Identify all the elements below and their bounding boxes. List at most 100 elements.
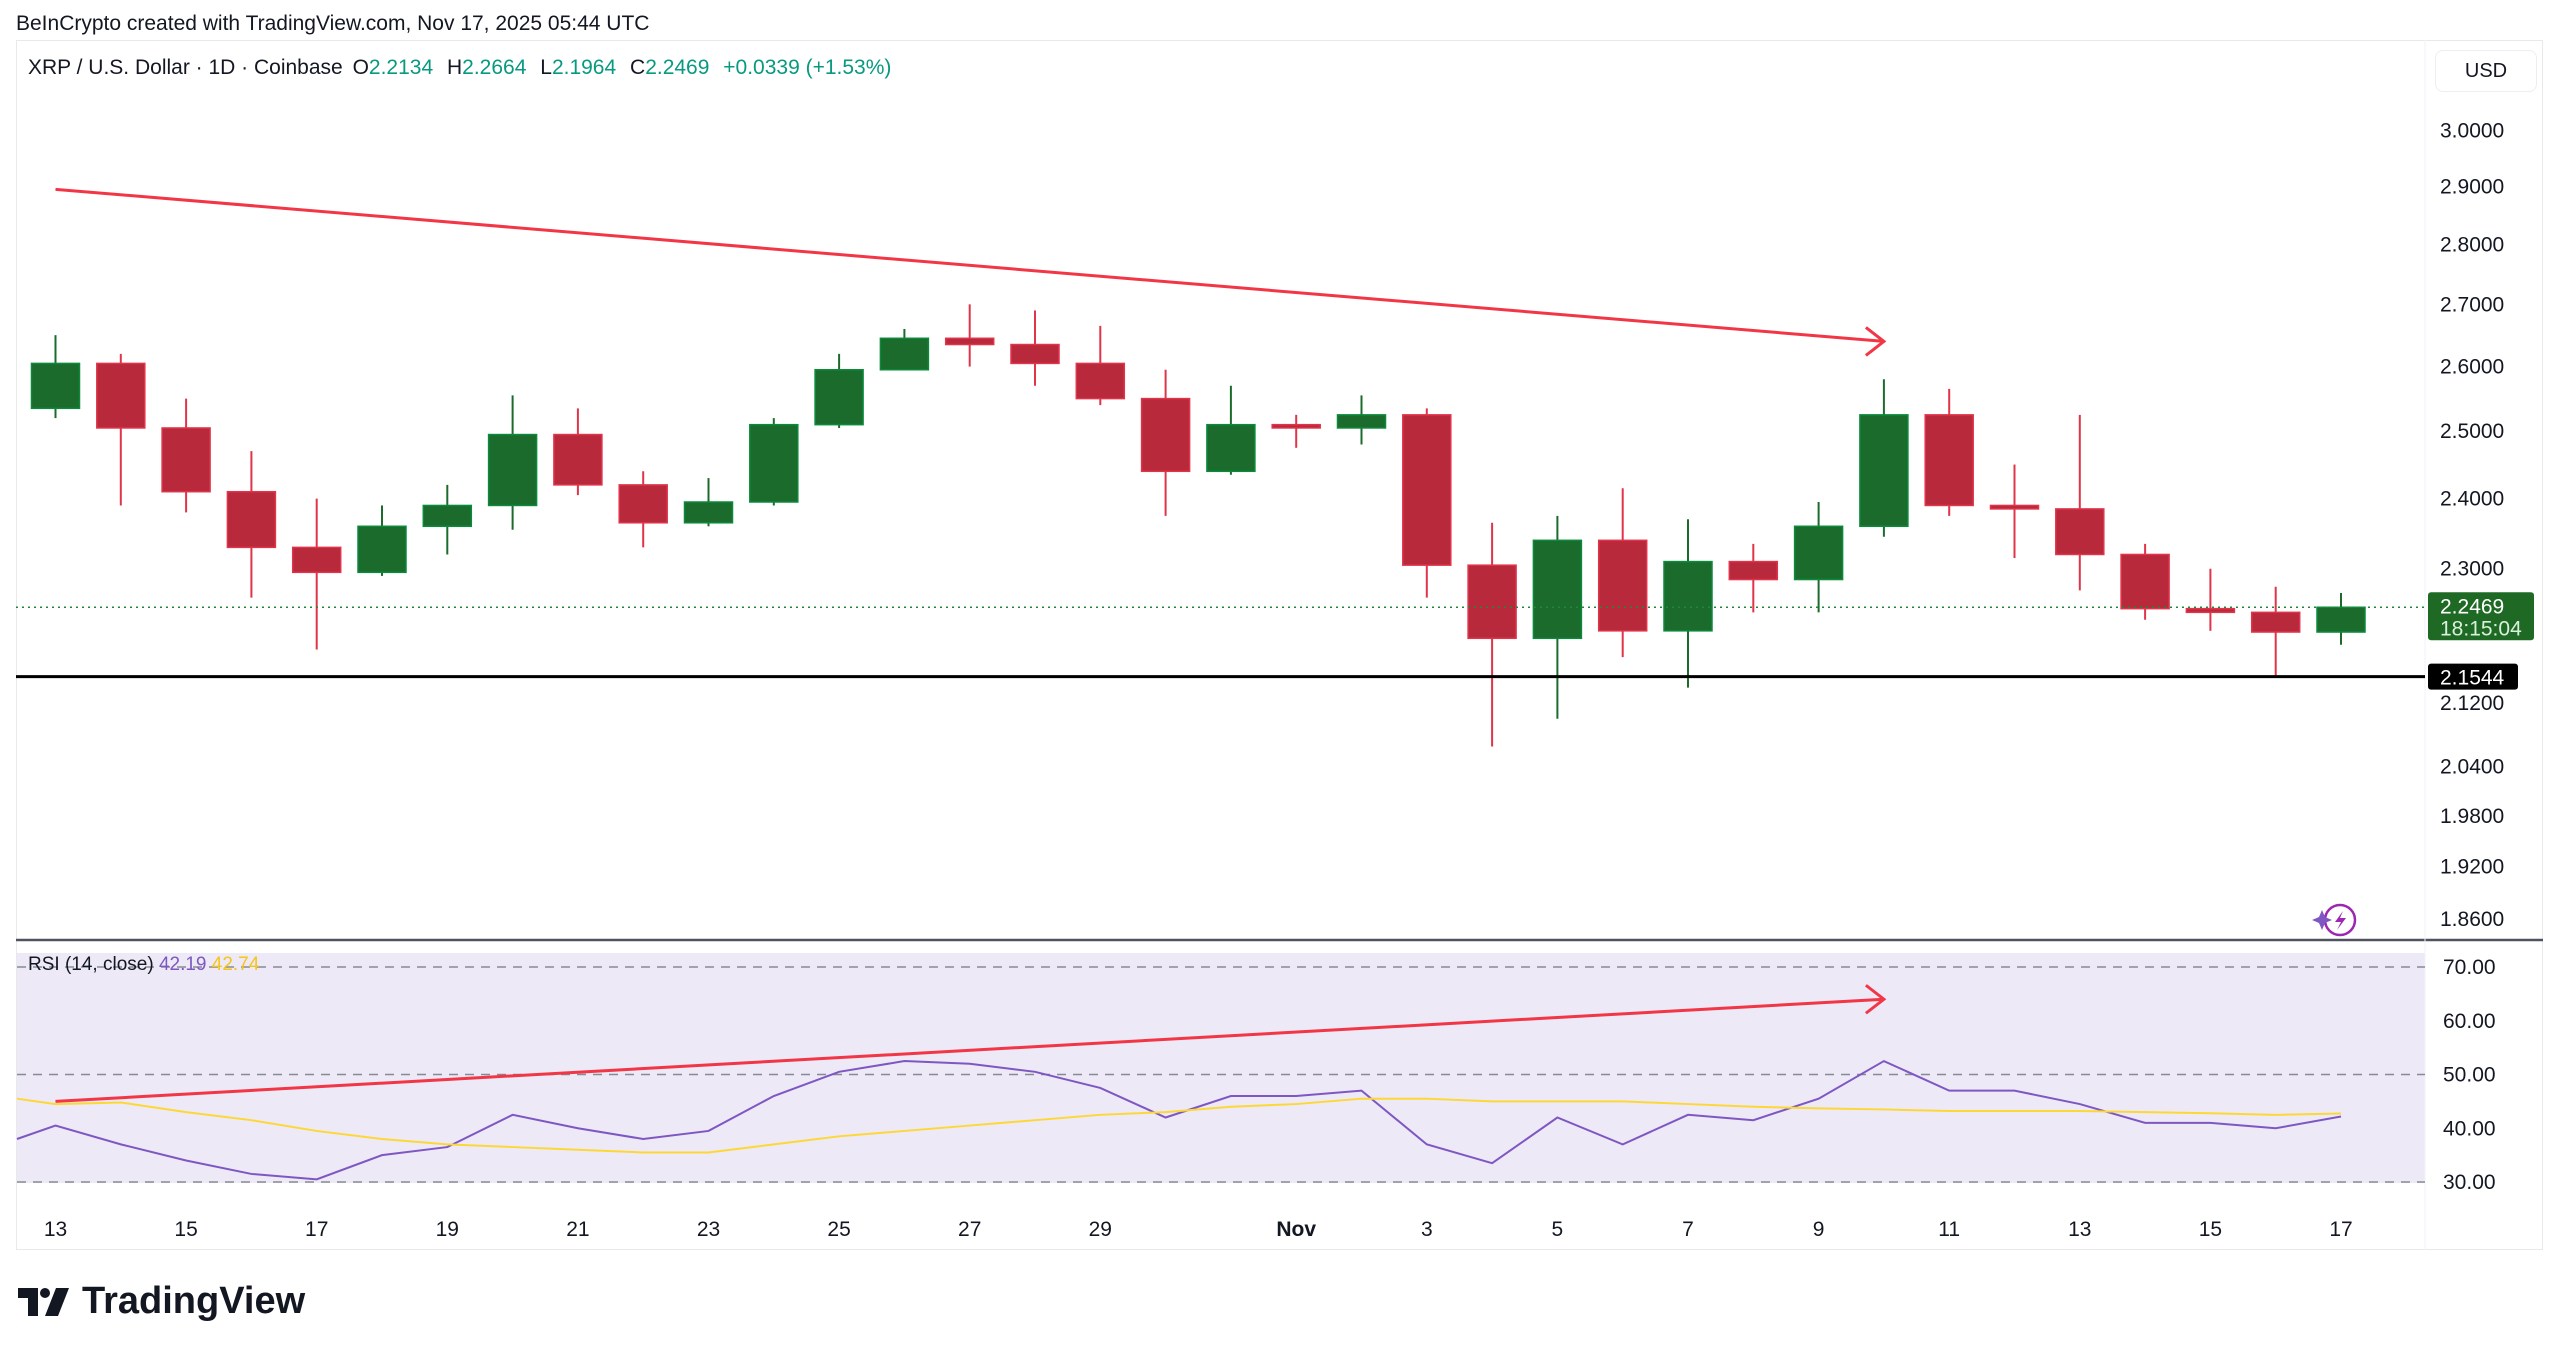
rsi-title[interactable]: RSI (14, close): [28, 954, 154, 975]
sparkle-icon: [2312, 910, 2332, 930]
symbol-title[interactable]: XRP / U.S. Dollar · 1D · Coinbase: [28, 56, 343, 79]
candle[interactable]: [161, 398, 211, 513]
rsi-band: [17, 953, 2425, 1183]
candle[interactable]: [1402, 408, 1452, 598]
currency-button[interactable]: USD: [2435, 50, 2537, 92]
rsi-line: [16, 1059, 2342, 1181]
candle[interactable]: [30, 335, 81, 419]
open-value: 2.2134: [368, 56, 434, 79]
candle-body: [1075, 362, 1126, 400]
countdown-label: 18:15:04: [2440, 617, 2522, 640]
rsi-ma-value: 42.74: [211, 954, 260, 975]
candle[interactable]: [1010, 310, 1060, 386]
candle-body: [487, 433, 538, 507]
time-tick-label: 25: [827, 1218, 850, 1241]
time-tick-label: 19: [436, 1218, 459, 1241]
candle-body: [1336, 414, 1387, 429]
price-tick-label: 2.1200: [2440, 692, 2504, 715]
brand-name: TradingView: [82, 1280, 306, 1322]
candle[interactable]: [944, 304, 995, 367]
time-tick-label: 7: [1682, 1218, 1694, 1241]
price-tick-label: 2.3000: [2440, 558, 2504, 581]
candle[interactable]: [2250, 586, 2301, 677]
candle[interactable]: [1663, 519, 1713, 688]
candle-body: [1728, 560, 1779, 581]
rsi-tick-label: 50.00: [2443, 1064, 2496, 1087]
time-tick-label: 21: [566, 1218, 589, 1241]
candle[interactable]: [1140, 369, 1191, 516]
low-label: L: [540, 56, 552, 79]
time-tick-label: 13: [2068, 1218, 2091, 1241]
candle[interactable]: [1597, 488, 1648, 658]
candle-body: [2316, 606, 2366, 633]
candle-body: [1402, 414, 1452, 566]
candle[interactable]: [1859, 379, 1909, 537]
candle-body: [1793, 525, 1844, 581]
arrow-head-icon: [1864, 984, 1887, 1015]
candle[interactable]: [1989, 464, 2040, 559]
candle-body: [1140, 397, 1191, 473]
low-value: 2.1964: [551, 56, 617, 79]
price-tick-label: 2.9000: [2440, 176, 2504, 199]
candle[interactable]: [1271, 414, 1321, 448]
candle[interactable]: [357, 505, 407, 576]
rsi-legend: RSI (14, close) 42.19 42.74: [28, 954, 259, 976]
candle[interactable]: [749, 418, 799, 506]
candle[interactable]: [1075, 325, 1126, 406]
candle[interactable]: [291, 498, 342, 650]
time-tick-label: 15: [174, 1218, 197, 1241]
candle[interactable]: [1467, 522, 1517, 747]
time-tick-label: 17: [305, 1218, 328, 1241]
last-price-tag: [2428, 592, 2534, 641]
support-price-tag: [2428, 663, 2518, 690]
time-tick-label: 9: [1813, 1218, 1825, 1241]
high-value: 2.2664: [462, 56, 527, 79]
price-tick-label: 3.0000: [2440, 120, 2504, 143]
last-price-label: 2.2469: [2440, 595, 2504, 618]
candle[interactable]: [1793, 502, 1844, 613]
rsi-trendline[interactable]: [55, 997, 1884, 1103]
candle[interactable]: [2055, 414, 2105, 591]
candle[interactable]: [1924, 388, 1974, 516]
candle[interactable]: [1532, 515, 1583, 719]
candle-body: [749, 423, 799, 503]
candle-body: [30, 362, 81, 410]
tradingview-logo[interactable]: TradingView: [18, 1280, 305, 1323]
price-tick-label: 2.4000: [2440, 488, 2504, 511]
candle[interactable]: [226, 451, 277, 598]
candle[interactable]: [1206, 385, 1256, 475]
chart-frame: [16, 40, 2543, 1250]
candle[interactable]: [1728, 543, 1779, 613]
bolt-icon: [2335, 911, 2346, 930]
time-tick-label: 3: [1421, 1218, 1433, 1241]
candle[interactable]: [487, 395, 538, 530]
time-tick-label: 17: [2329, 1218, 2352, 1241]
change-value: +0.0339 (+1.53%): [723, 56, 892, 79]
rsi-ma-line: [16, 1097, 2342, 1154]
candle[interactable]: [879, 328, 930, 371]
candle[interactable]: [553, 408, 603, 496]
candle-body: [1206, 423, 1256, 473]
candle[interactable]: [2120, 543, 2170, 620]
candle[interactable]: [422, 484, 473, 555]
candle[interactable]: [96, 353, 146, 506]
time-tick-label: 23: [697, 1218, 720, 1241]
price-trendline[interactable]: [55, 187, 1885, 343]
candle[interactable]: [618, 471, 668, 548]
candle-body: [944, 337, 995, 346]
lightning-assistant-icon[interactable]: [2312, 903, 2357, 937]
candle-body: [161, 427, 211, 493]
candle[interactable]: [814, 353, 864, 428]
price-tick-label: 2.0400: [2440, 756, 2504, 779]
candle[interactable]: [2185, 568, 2236, 631]
candle[interactable]: [2316, 593, 2366, 645]
candle-body: [2055, 508, 2105, 556]
candle-body: [1924, 414, 1974, 507]
candle-body: [1597, 539, 1648, 632]
candle-body: [422, 504, 473, 528]
candle-body: [553, 433, 603, 486]
candle[interactable]: [1336, 395, 1387, 445]
candle[interactable]: [683, 478, 734, 527]
close-label: C: [630, 56, 646, 79]
